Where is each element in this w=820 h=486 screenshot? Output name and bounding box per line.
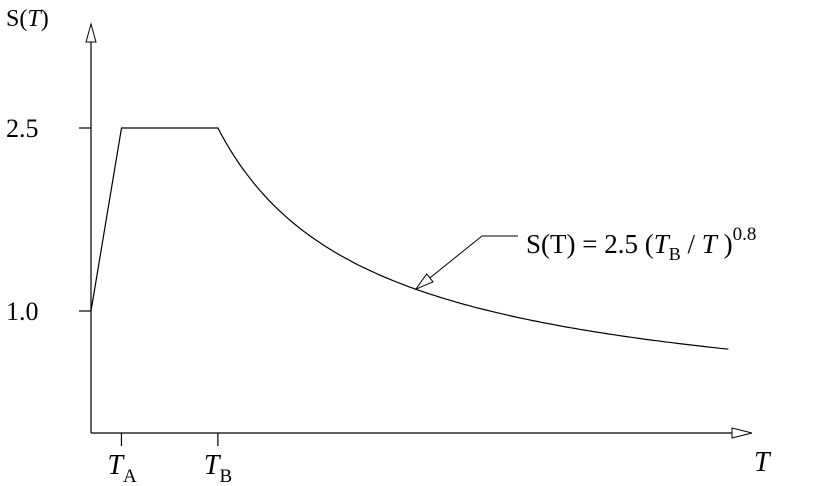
x-axis-arrow-icon bbox=[731, 427, 753, 439]
x-axis-label: T bbox=[754, 447, 772, 478]
y-tick-label: 1.0 bbox=[6, 297, 39, 326]
x-ticks: TA TB bbox=[107, 433, 232, 486]
y-ticks: 1.0 2.5 bbox=[6, 114, 91, 326]
formula-annotation: S(T) = 2.5 (TB / T )0.8 bbox=[414, 224, 756, 291]
formula-text: S(T) = 2.5 (TB / T )0.8 bbox=[526, 224, 756, 264]
x-tick-label-tb: TB bbox=[204, 450, 232, 486]
y-axis: S(T) 1.0 2.5 bbox=[6, 6, 97, 433]
annotation-leader-line bbox=[415, 235, 518, 290]
spectrum-curve bbox=[90, 127, 729, 350]
y-axis-label: S(T) bbox=[6, 6, 49, 32]
annotation-arrow-icon bbox=[414, 273, 434, 291]
x-tick-label-ta: TA bbox=[107, 450, 137, 486]
y-axis-arrow-icon bbox=[85, 22, 97, 43]
x-axis: T TA TB bbox=[91, 427, 772, 486]
y-tick-label: 2.5 bbox=[6, 114, 39, 143]
